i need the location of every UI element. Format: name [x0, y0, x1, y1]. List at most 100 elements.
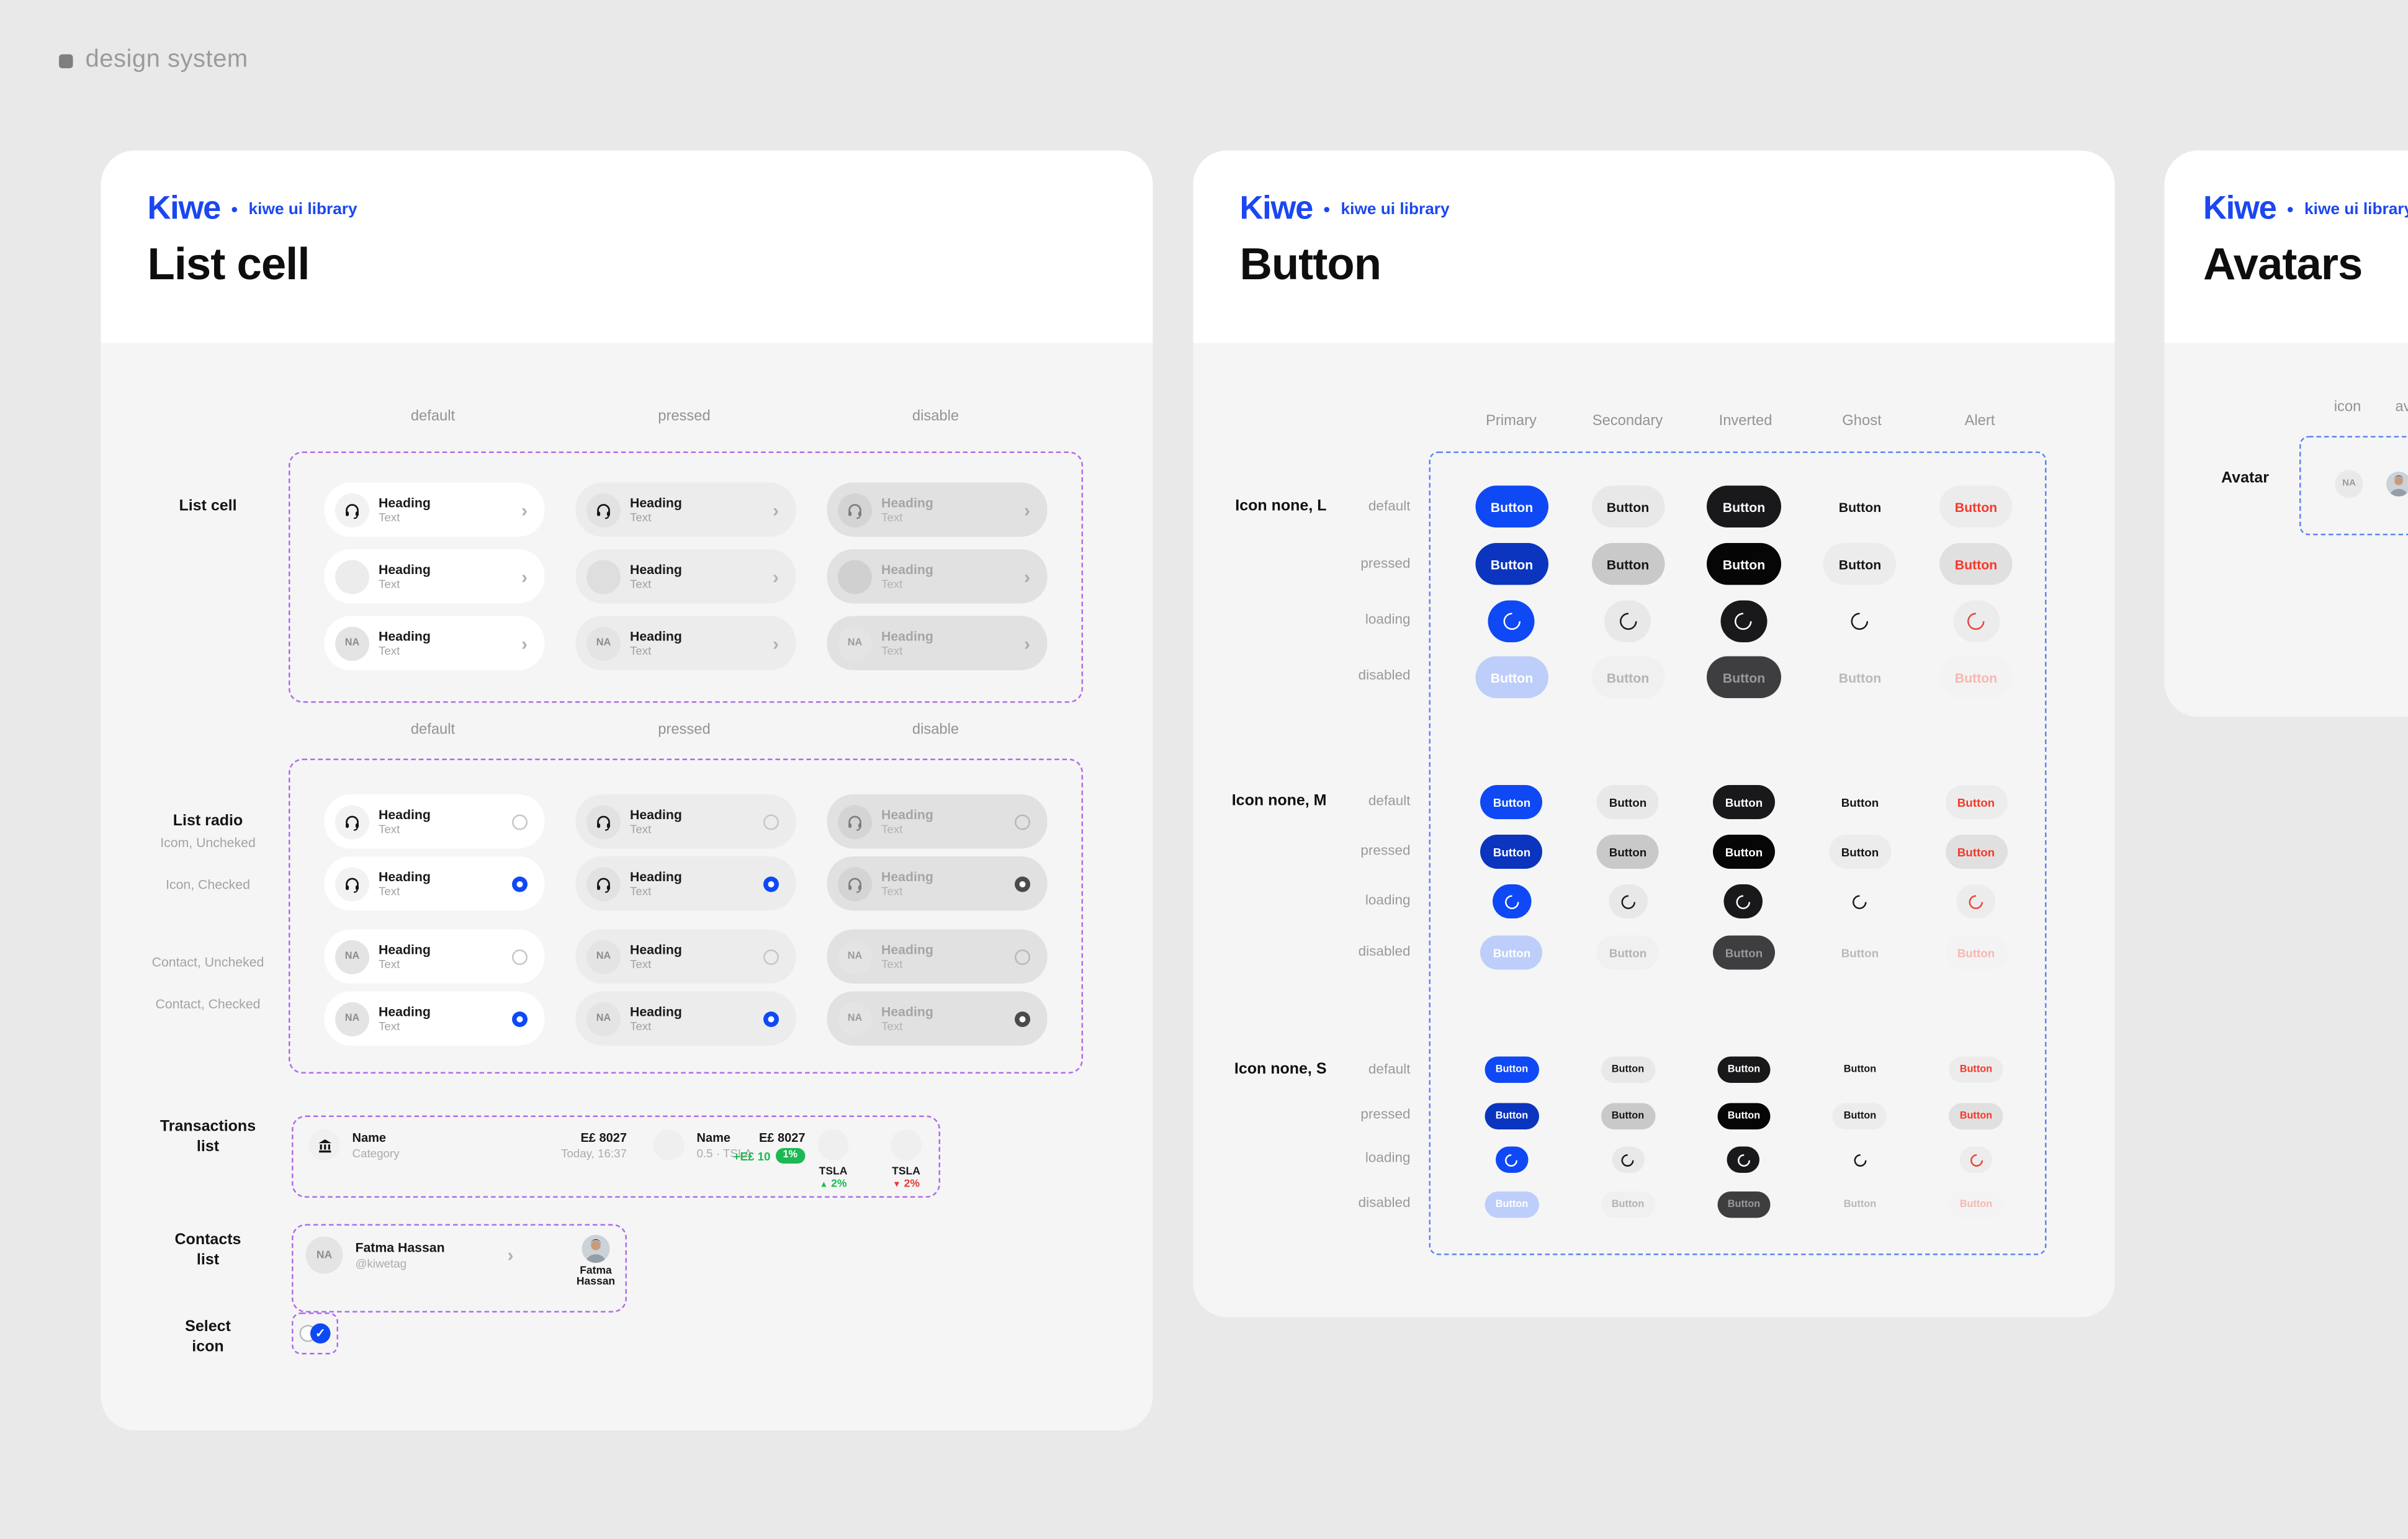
ticker-down: TSLA ▼ 2%	[875, 1167, 937, 1190]
radio-checked[interactable]	[763, 1010, 779, 1026]
list-cell-headset-default[interactable]: Heading Text ›	[324, 482, 545, 537]
button-primary-s-pressed[interactable]: Button	[1485, 1103, 1539, 1129]
button-inverted-l-loading[interactable]	[1720, 600, 1768, 642]
list-radio-contact-checked-default[interactable]: NA Heading Text	[324, 991, 545, 1046]
row-label-list-radio: List radio	[173, 813, 243, 830]
cell-subtext: Text	[630, 884, 652, 899]
button-alert-m-pressed[interactable]: Button	[1944, 835, 2008, 869]
list-cell-initials-pressed[interactable]: NA Heading Text ›	[575, 616, 796, 670]
button-inverted-l-pressed[interactable]: Button	[1707, 543, 1781, 585]
list-radio-contact-checked-pressed[interactable]: NA Heading Text	[575, 991, 796, 1046]
button-ghost-s-loading[interactable]	[1844, 1147, 1877, 1173]
button-inverted-s-loading[interactable]	[1727, 1146, 1761, 1173]
button-inverted-s-disabled: Button	[1717, 1191, 1771, 1218]
row-label-select-line2: icon	[192, 1338, 224, 1355]
button-primary-l-default[interactable]: Button	[1475, 485, 1549, 527]
button-alert-s-pressed[interactable]: Button	[1949, 1103, 2003, 1129]
button-secondary-l-loading[interactable]	[1604, 600, 1651, 642]
list-radio-icon-unchecked-default[interactable]: Heading Text	[324, 794, 545, 849]
button-inverted-l-default[interactable]: Button	[1707, 485, 1781, 527]
list-radio-contact-unchecked-pressed[interactable]: NA Heading Text	[575, 929, 796, 984]
radio-checked[interactable]	[512, 1010, 528, 1026]
button-ghost-s-default[interactable]: Button	[1833, 1057, 1887, 1084]
cell-subtext: Text	[881, 957, 903, 972]
state-label-loading: loading	[1365, 892, 1411, 908]
button-primary-s-loading[interactable]	[1495, 1146, 1529, 1173]
button-secondary-m-loading[interactable]	[1608, 884, 1648, 918]
button-primary-m-pressed[interactable]: Button	[1480, 835, 1543, 869]
button-ghost-m-pressed[interactable]: Button	[1828, 835, 1892, 869]
brand-library-label: kiwe ui library	[248, 200, 357, 219]
button-inverted-m-default[interactable]: Button	[1712, 785, 1776, 819]
radio-unchecked[interactable]	[763, 814, 779, 830]
button-primary-s-default[interactable]: Button	[1485, 1056, 1539, 1083]
button-inverted-m-pressed[interactable]: Button	[1712, 835, 1776, 869]
spinner-icon	[1967, 1151, 1985, 1169]
radio-checked[interactable]	[512, 876, 528, 892]
button-primary-l-loading[interactable]	[1488, 600, 1535, 642]
transaction-row[interactable]: Name Category	[353, 1131, 400, 1162]
cell-subtext: Text	[379, 577, 400, 591]
button-ghost-m-loading[interactable]	[1841, 884, 1880, 918]
button-alert-l-pressed[interactable]: Button	[1939, 543, 2013, 585]
button-secondary-m-pressed[interactable]: Button	[1596, 835, 1660, 869]
button-secondary-s-default[interactable]: Button	[1601, 1056, 1655, 1083]
button-primary-m-default[interactable]: Button	[1480, 785, 1543, 819]
list-radio-contact-unchecked-default[interactable]: NA Heading Text	[324, 929, 545, 984]
button-alert-s-default[interactable]: Button	[1949, 1056, 2003, 1083]
button-alert-m-loading[interactable]	[1956, 884, 1996, 918]
cell-heading: Heading	[881, 868, 933, 884]
row-label-contacts-line2: list	[196, 1251, 220, 1268]
button-alert-m-default[interactable]: Button	[1944, 785, 2008, 819]
list-radio-icon-checked-disable: Heading Text	[827, 856, 1048, 911]
radio-checked[interactable]	[763, 876, 779, 892]
select-checked-icon[interactable]: ✓	[310, 1323, 331, 1344]
chevron-right-icon: ›	[521, 565, 528, 588]
button-ghost-s-pressed[interactable]: Button	[1833, 1103, 1887, 1129]
button-secondary-m-default[interactable]: Button	[1596, 785, 1660, 819]
spinner-icon	[1848, 609, 1872, 634]
radio-unchecked[interactable]	[512, 814, 528, 830]
button-secondary-s-pressed[interactable]: Button	[1601, 1103, 1655, 1129]
list-cell-initials-default[interactable]: NA Heading Text ›	[324, 616, 545, 670]
radio-unchecked[interactable]	[763, 948, 779, 964]
group-label-icon-none-l: Icon none, L	[1235, 498, 1327, 516]
spinner-icon	[1734, 891, 1754, 912]
cell-subtext: Text	[379, 644, 400, 658]
cell-subtext: Text	[881, 1019, 903, 1034]
list-cell-headset-pressed[interactable]: Heading Text ›	[575, 482, 796, 537]
button-secondary-l-pressed[interactable]: Button	[1591, 543, 1665, 585]
button-secondary-l-default[interactable]: Button	[1591, 485, 1665, 527]
list-radio-icon-checked-pressed[interactable]: Heading Text	[575, 856, 796, 911]
button-alert-l-default[interactable]: Button	[1939, 485, 2013, 527]
list-cell-empty-pressed[interactable]: Heading Text ›	[575, 549, 796, 604]
cell-heading: Heading	[379, 1003, 431, 1020]
cell-heading: Heading	[379, 495, 431, 511]
chevron-right-icon: ›	[1024, 632, 1030, 654]
transaction-row[interactable]: Name 0.5 · TSLA	[697, 1131, 752, 1162]
list-radio-icon-unchecked-pressed[interactable]: Heading Text	[575, 794, 796, 849]
button-ghost-l-pressed[interactable]: Button	[1823, 543, 1897, 585]
column-header-disable: disable	[912, 408, 959, 426]
radio-checked	[1015, 876, 1030, 892]
button-ghost-l-loading[interactable]	[1836, 601, 1883, 643]
contact-row[interactable]: Fatma Hassan @kiwetag	[356, 1240, 445, 1272]
list-radio-icon-checked-default[interactable]: Heading Text	[324, 856, 545, 911]
button-inverted-m-loading[interactable]	[1724, 884, 1764, 918]
button-ghost-m-default[interactable]: Button	[1829, 785, 1891, 819]
spinner-icon	[1735, 1151, 1753, 1169]
button-inverted-s-default[interactable]: Button	[1717, 1056, 1771, 1083]
avatar-caption: Fatma Hassan	[565, 1266, 627, 1288]
spinner-icon	[1966, 891, 1986, 912]
button-alert-s-loading[interactable]	[1959, 1146, 1993, 1173]
initials-avatar: NA	[586, 626, 621, 660]
list-cell-frame: Kiwe • kiwe ui library List cell default…	[101, 150, 1153, 1430]
button-inverted-s-pressed[interactable]: Button	[1717, 1103, 1771, 1129]
radio-unchecked[interactable]	[512, 948, 528, 964]
button-primary-l-pressed[interactable]: Button	[1475, 543, 1549, 585]
button-alert-l-loading[interactable]	[1952, 600, 2000, 642]
button-primary-m-loading[interactable]	[1492, 884, 1532, 918]
list-cell-empty-default[interactable]: Heading Text ›	[324, 549, 545, 604]
button-secondary-s-loading[interactable]	[1611, 1146, 1645, 1173]
button-ghost-l-default[interactable]: Button	[1823, 486, 1897, 528]
